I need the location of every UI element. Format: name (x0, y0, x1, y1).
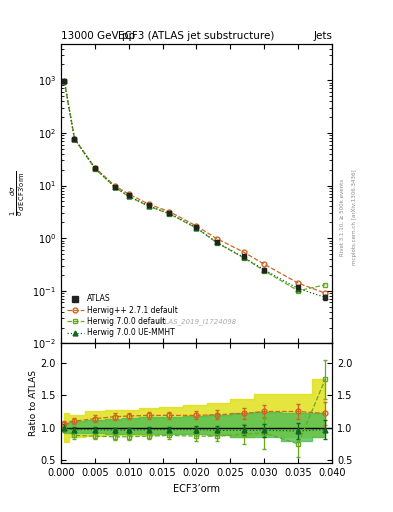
Text: ATLAS_2019_I1724098: ATLAS_2019_I1724098 (156, 318, 237, 326)
Y-axis label: Ratio to ATLAS: Ratio to ATLAS (29, 370, 38, 436)
Text: 13000 GeV pp: 13000 GeV pp (61, 31, 135, 41)
Legend: ATLAS, Herwig++ 2.7.1 default, Herwig 7.0.0 default, Herwig 7.0.0 UE-MMHT: ATLAS, Herwig++ 2.7.1 default, Herwig 7.… (65, 292, 180, 339)
Text: Jets: Jets (313, 31, 332, 41)
Text: Rivet 3.1.10, ≥ 500k events: Rivet 3.1.10, ≥ 500k events (340, 179, 345, 256)
Text: mcplots.cern.ch [arXiv:1306.3436]: mcplots.cern.ch [arXiv:1306.3436] (352, 170, 357, 265)
X-axis label: ECF3’orm: ECF3’orm (173, 484, 220, 494)
Y-axis label: $\frac{1}{\sigma}\frac{d\sigma}{d\,\mathrm{ECF3^{\prime}orm}}$: $\frac{1}{\sigma}\frac{d\sigma}{d\,\math… (8, 170, 27, 216)
Title: ECF3 (ATLAS jet substructure): ECF3 (ATLAS jet substructure) (118, 31, 275, 41)
